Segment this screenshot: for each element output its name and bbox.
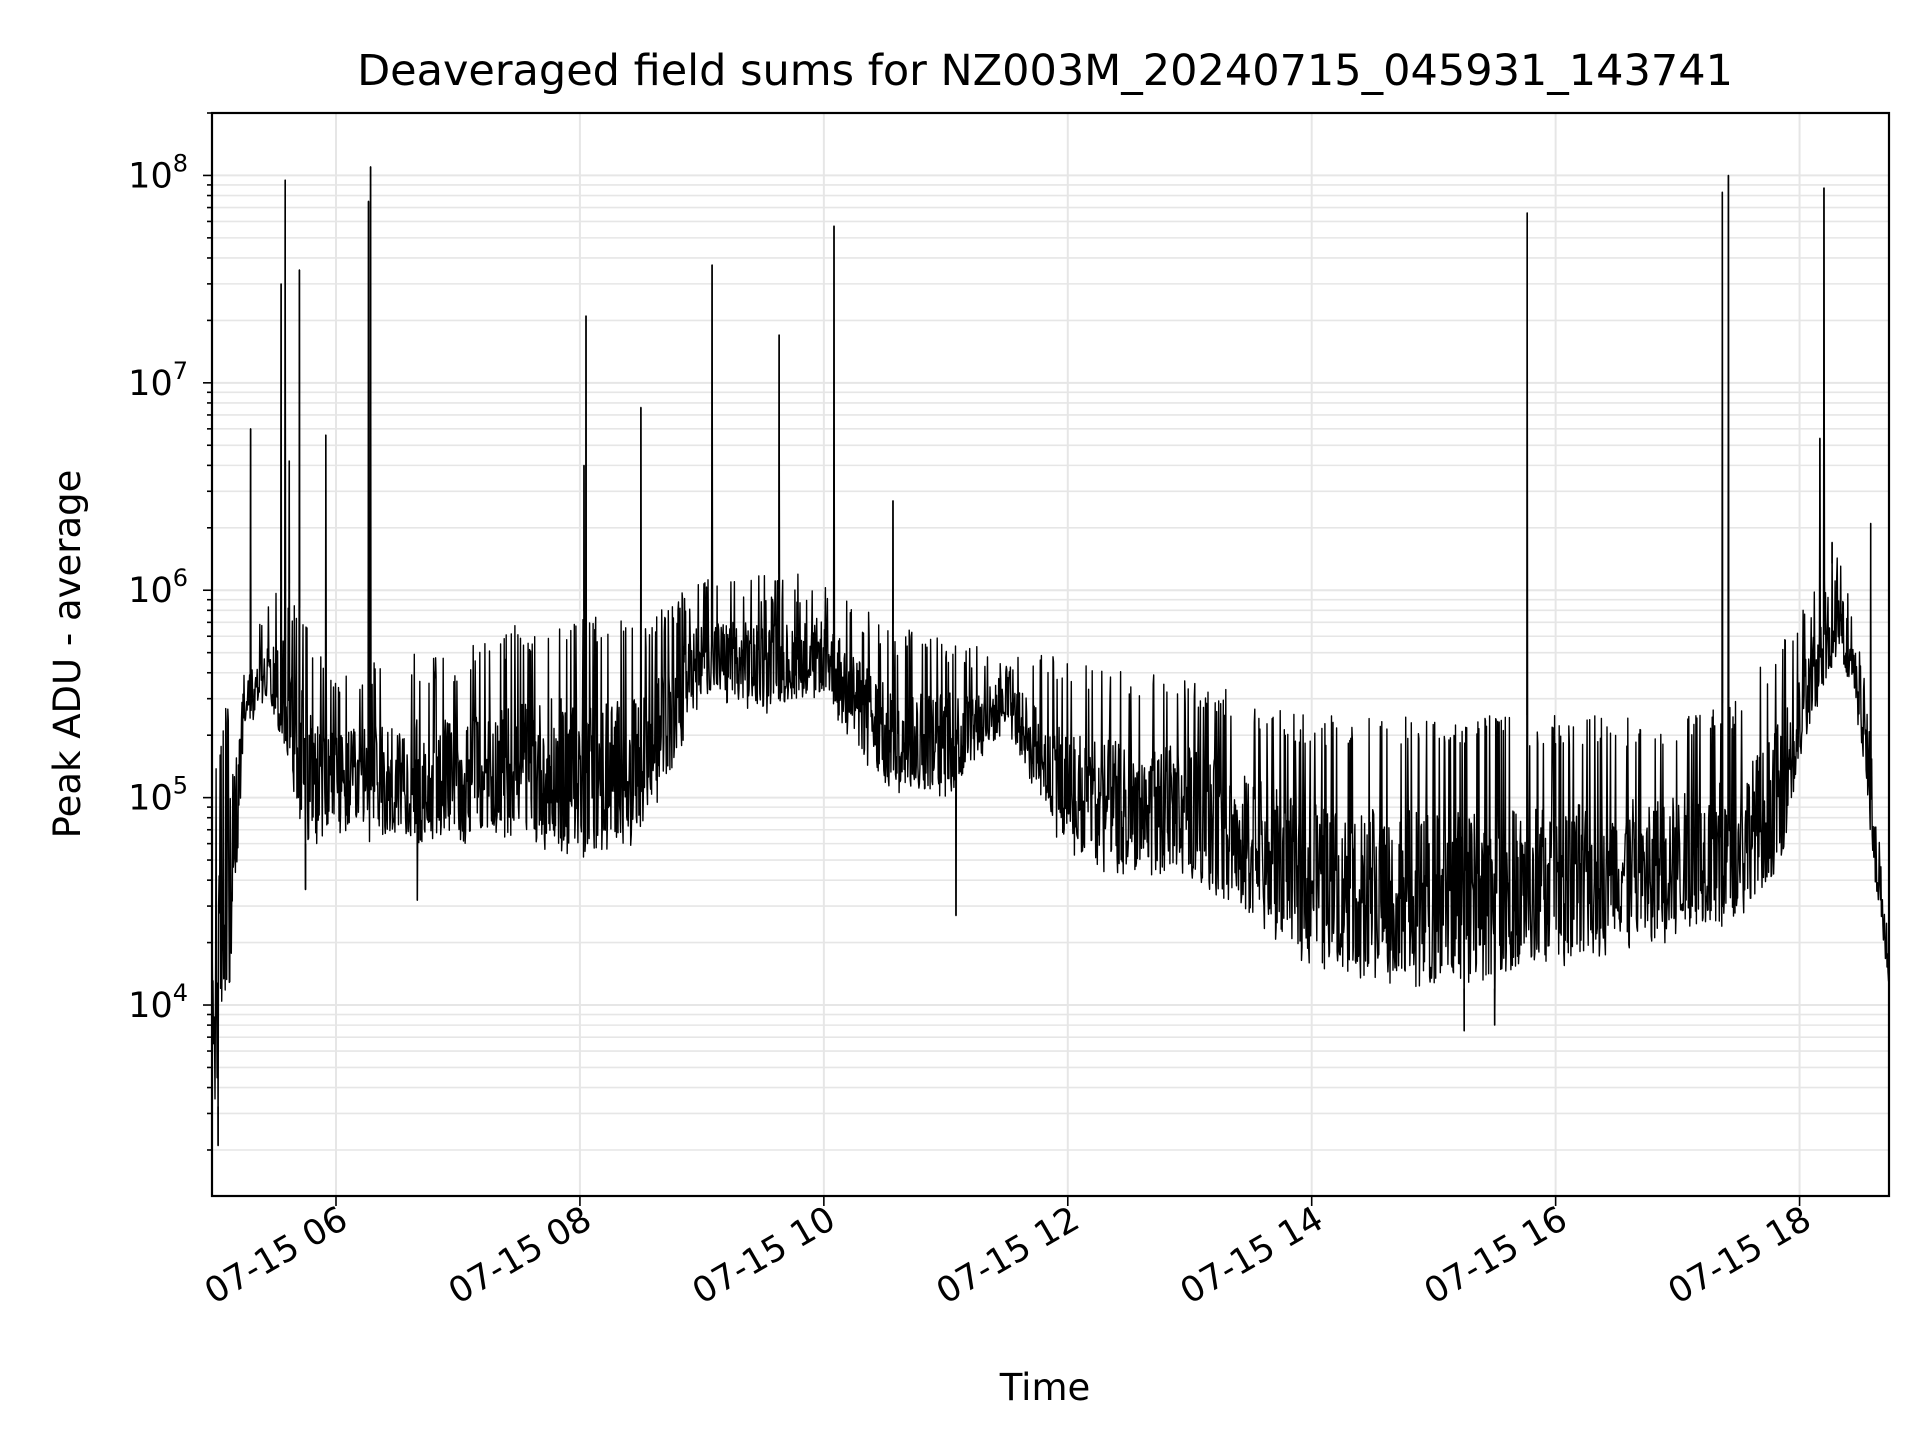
y-tick-label: 108 <box>128 149 188 196</box>
y-tick-exponent: 4 <box>173 979 188 1007</box>
y-tick-label: 107 <box>128 357 188 404</box>
y-tick-base: 10 <box>128 986 173 1026</box>
y-tick-label: 106 <box>128 564 188 611</box>
y-tick-label: 105 <box>128 772 188 819</box>
y-tick-exponent: 7 <box>173 357 188 385</box>
y-axis-label: Peak ADU - average <box>46 470 89 839</box>
grid-lines <box>212 112 1889 1196</box>
x-axis-label: Time <box>999 1366 1091 1409</box>
y-tick-exponent: 5 <box>173 772 188 800</box>
series-line <box>211 166 1890 1147</box>
y-tick-label: 104 <box>128 979 188 1026</box>
y-tick-exponent: 8 <box>173 149 188 177</box>
y-tick-base: 10 <box>128 364 173 404</box>
y-tick-base: 10 <box>128 156 173 196</box>
data-series <box>211 166 1890 1147</box>
chart-title: Deaveraged field sums for NZ003M_2024071… <box>357 46 1733 96</box>
plot-frame <box>210 111 1891 1198</box>
y-tick-base: 10 <box>128 779 173 819</box>
y-tick-exponent: 6 <box>173 564 188 592</box>
y-tick-base: 10 <box>128 571 173 611</box>
